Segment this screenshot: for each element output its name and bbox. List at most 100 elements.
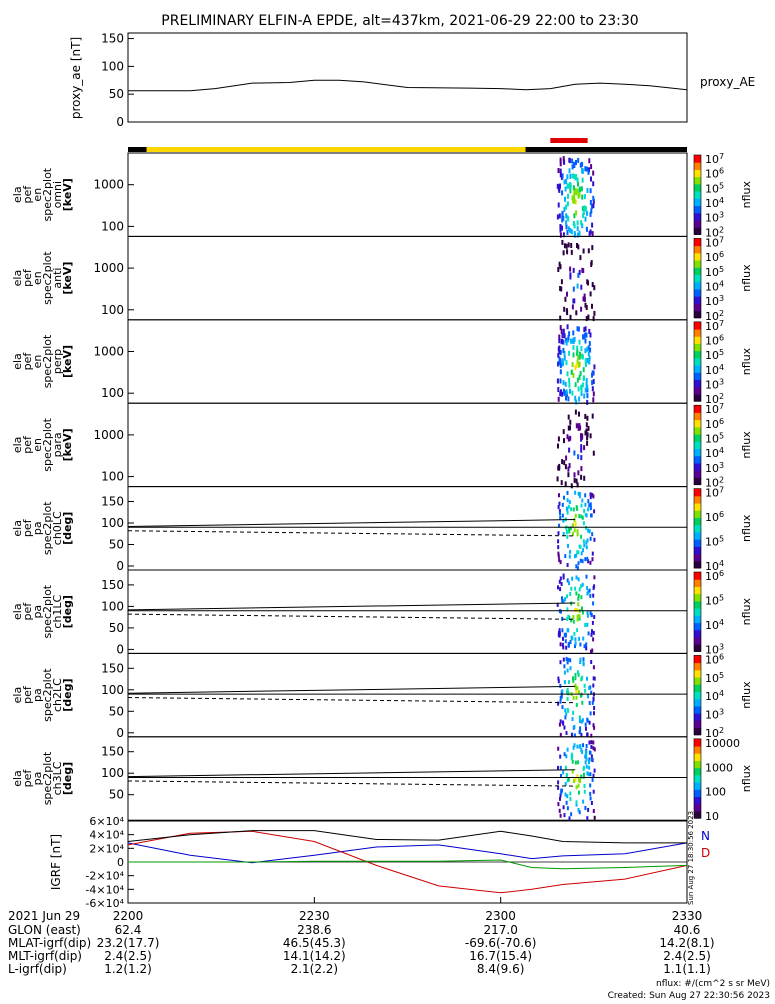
spectrogram-cell (581, 700, 584, 705)
colorbar-tick-label: 103 (705, 461, 724, 475)
colorbar-tick-label: 107 (705, 235, 724, 249)
spectrogram-cell (586, 346, 589, 352)
colorbar-segment (694, 426, 701, 435)
spectrogram-cell (591, 231, 594, 237)
colorbar-segment (694, 517, 701, 526)
spectrogram-cell (587, 631, 590, 636)
pitch-angle-ytick-label: 100 (101, 599, 124, 613)
spectrogram-cell (572, 345, 575, 350)
spectrogram-cell (557, 765, 559, 770)
spectrogram-cell (572, 619, 575, 624)
spectrogram-cell (563, 495, 565, 500)
spectrogram-cell (576, 614, 579, 619)
spectrogram-cell (574, 637, 577, 642)
spectrogram-cell (561, 225, 563, 231)
colorbar-segment (694, 350, 701, 359)
spectrogram-cell (569, 182, 571, 187)
spectrogram-cell (584, 623, 587, 627)
spectrogram-cell (566, 668, 569, 673)
igrf-legend-N: N (701, 829, 710, 843)
colorbar-segment (694, 615, 701, 624)
spectrogram-cell (576, 232, 579, 238)
colorbar-segment (694, 539, 701, 547)
spectrogram-cell (587, 351, 590, 357)
spectrogram-cell (578, 616, 581, 621)
spectrogram-ylabel-word: [keV] (61, 262, 74, 295)
spectrogram-cell (574, 521, 577, 526)
igrf-legend-D: D (701, 846, 710, 860)
spectrogram-cell (577, 550, 580, 555)
proxy-ae-ytick-label: 100 (101, 59, 124, 73)
spectrogram-cell (579, 642, 582, 647)
colorbar-tick-label: 102 (705, 726, 724, 740)
spectrogram-cell (560, 279, 563, 285)
spectrogram-cell (570, 507, 573, 512)
spectrogram-cell (587, 772, 590, 777)
spectrogram-cell (578, 494, 581, 499)
spectrogram-cell (562, 388, 565, 394)
spectrogram-cell (576, 532, 579, 537)
igrf-ytick-label: -6×10⁴ (85, 897, 124, 910)
spectrogram-cell (591, 648, 594, 653)
spectrogram-cell (577, 596, 580, 601)
spectrogram-cell (559, 363, 562, 369)
spectrogram-cell (575, 399, 578, 405)
spectrogram-cell (584, 302, 587, 308)
spectrogram-cell (566, 434, 569, 440)
spectrogram-cell (563, 306, 566, 312)
spectrogram-cell (590, 203, 593, 209)
spectrogram-cell (565, 243, 568, 249)
colorbar-tick-label: 106 (705, 167, 724, 181)
spectrogram-cell (572, 615, 575, 619)
spectrogram-cell (581, 718, 584, 723)
spectrogram-ylabel-word: pef (21, 769, 34, 788)
spectrogram-cell (564, 597, 567, 602)
spectrogram-cell (567, 226, 570, 232)
pitch-angle-ytick-label: 100 (101, 516, 124, 530)
spectrogram-cell (592, 316, 595, 322)
spectrogram-cell (584, 722, 587, 727)
spectrogram-cell (564, 708, 567, 713)
spectrogram-cell (571, 576, 574, 581)
spectrogram-cell (571, 769, 574, 774)
spectrogram-cell (559, 161, 562, 167)
spectrogram-cell (581, 515, 584, 520)
spectrogram-panel-frame (127, 235, 688, 321)
spectrogram-cell (591, 629, 593, 634)
ephemeris-value: 62.4 (115, 923, 142, 937)
spectrogram-cell (559, 358, 562, 364)
spectrogram-cell (582, 636, 585, 641)
spectrogram-cell (560, 790, 563, 795)
spectrogram-cell (585, 646, 588, 651)
spectrogram-cell (562, 645, 565, 650)
spectrogram-cell (581, 433, 584, 439)
spectrogram-cell (587, 559, 590, 564)
spectrogram-cell (578, 354, 581, 360)
spectrogram-cell (569, 549, 572, 554)
spectrogram-ytick-label: 1000 (93, 344, 124, 358)
colorbar-segment (694, 579, 701, 587)
spectrogram-ylabel-word: ela (11, 186, 24, 203)
spectrogram-cell (589, 796, 592, 801)
pitch-angle-ytick-label: 100 (101, 683, 124, 697)
spectrogram-cell (559, 796, 561, 801)
spectrogram-cell (562, 599, 565, 604)
colorbar-tick-label: 105 (705, 348, 724, 362)
spectrogram-cell (586, 613, 589, 618)
spectrogram-cell (566, 201, 569, 207)
colorbar-label: nflux (740, 431, 753, 459)
pitch-angle-ytick-label: 0 (116, 726, 124, 740)
colorbar-tick-label: 106 (705, 333, 724, 347)
time-axis-row-label: 2021 Jun 29 (8, 909, 80, 923)
colorbar-tick-label: 106 (705, 652, 724, 666)
spectrogram-cell (580, 774, 583, 779)
anti-loss-cone-line (127, 613, 576, 620)
spectrogram-cell (574, 644, 576, 649)
spectrogram-cell (565, 731, 568, 735)
spectrogram-cell (584, 338, 587, 344)
spectrogram-cell (559, 224, 562, 230)
spectrogram-cell (590, 632, 593, 637)
colorbar-segment (694, 245, 701, 254)
